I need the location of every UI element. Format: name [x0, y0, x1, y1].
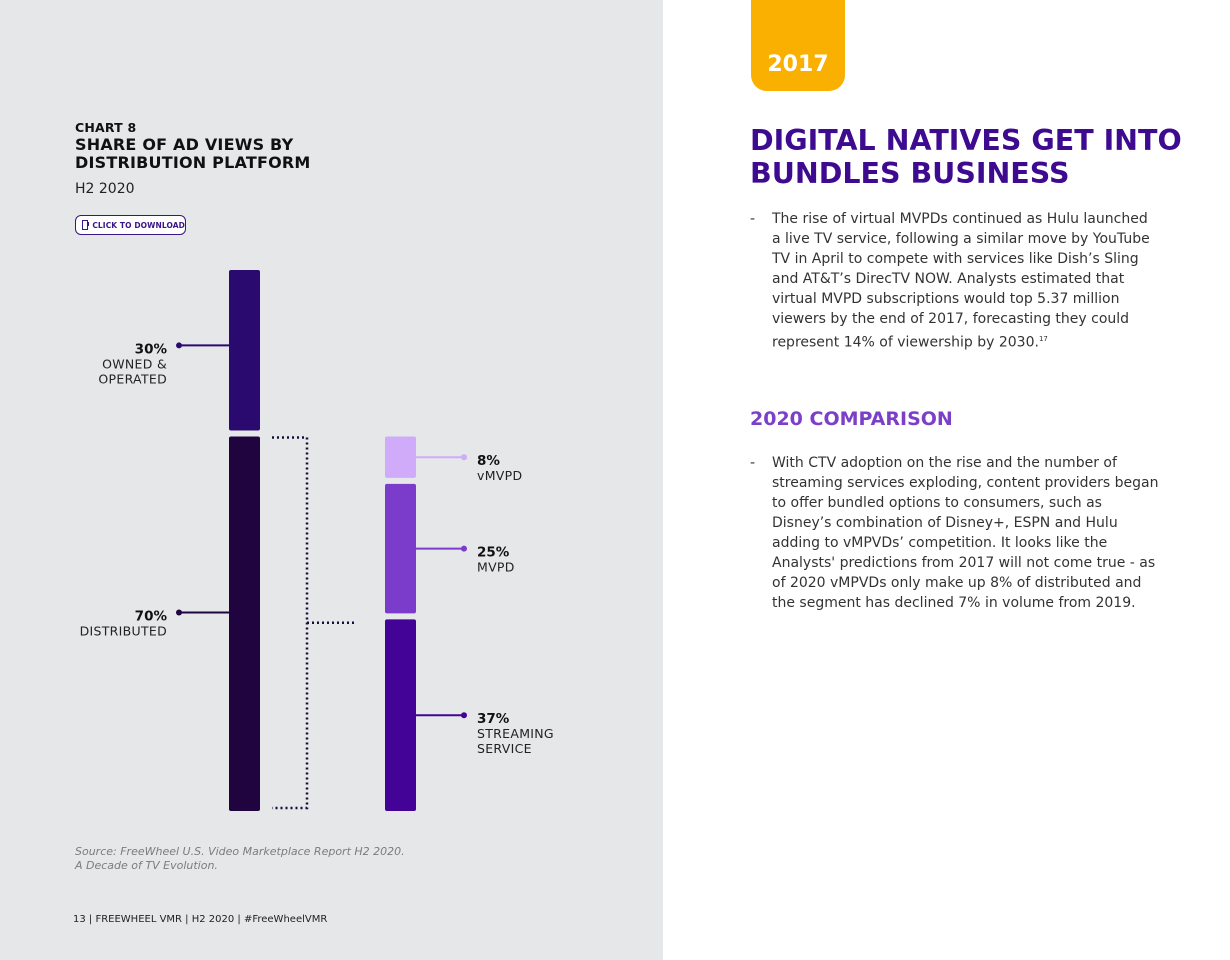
breakdown-segment-mvpd	[385, 483, 416, 614]
footnote-marker: 17	[1038, 335, 1048, 343]
label-name-streaming-service: STREAMING	[477, 726, 554, 741]
paragraph-2017: - The rise of virtual MVPDs continued as…	[750, 209, 1160, 353]
label-name-vmvpd: vMVPD	[477, 468, 522, 483]
leader-dot-owned-operated	[176, 342, 182, 349]
leader-dot-mvpd	[461, 545, 467, 552]
chart-panel	[0, 0, 663, 960]
year-label: 2017	[767, 52, 829, 77]
chart-title: SHARE OF AD VIEWS BY DISTRIBUTION PLATFO…	[75, 135, 311, 172]
headline: DIGITAL NATIVES GET INTO BUNDLES BUSINES…	[750, 124, 1182, 190]
bullet-dash: -	[750, 211, 756, 227]
paragraph-2017-text: The rise of virtual MVPDs continued as H…	[772, 211, 1150, 351]
bullet-dash: -	[750, 455, 756, 471]
label-pct-streaming-service: 37%	[477, 711, 510, 727]
label-name-streaming-service: SERVICE	[477, 741, 532, 756]
download-button[interactable]: CLICK TO DOWNLOAD	[75, 215, 186, 235]
download-icon	[82, 220, 90, 230]
source-line-2: A Decade of TV Evolution.	[75, 859, 218, 872]
label-pct-distributed: 70%	[135, 609, 168, 625]
chart-number: CHART 8	[75, 120, 137, 135]
label-pct-owned-operated: 30%	[135, 341, 168, 357]
chart-period: H2 2020	[75, 181, 135, 197]
year-tab: 2017	[751, 0, 845, 91]
bar-segment-owned-operated	[229, 270, 260, 431]
leader-dot-streaming-service	[461, 712, 467, 719]
page-footer: 13 | FREEWHEEL VMR | H2 2020 | #FreeWhee…	[73, 914, 328, 925]
distribution-chart: 30%OWNED &OPERATED 70%DISTRIBUTED 8%vMVPD 2…	[80, 270, 554, 811]
label-name-owned-operated: OWNED &	[102, 356, 167, 371]
comparison-heading: 2020 COMPARISON	[750, 408, 953, 430]
download-button-label: CLICK TO DOWNLOAD	[92, 220, 185, 230]
paragraph-2020-text: With CTV adoption on the rise and the nu…	[772, 455, 1159, 611]
label-name-mvpd: MVPD	[477, 560, 515, 575]
breakdown-segment-streaming-service	[385, 619, 416, 811]
breakdown-segment-vmvpd	[385, 436, 416, 478]
label-name-distributed: DISTRIBUTED	[80, 624, 167, 639]
paragraph-2020: - With CTV adoption on the rise and the …	[750, 453, 1160, 613]
label-pct-vmvpd: 8%	[477, 453, 500, 469]
leader-dot-vmvpd	[461, 454, 467, 461]
chart-source: Source: FreeWheel U.S. Video Marketplace…	[75, 845, 405, 873]
bar-segment-distributed	[229, 436, 260, 811]
source-line-1: Source: FreeWheel U.S. Video Marketplace…	[75, 845, 405, 858]
label-pct-mvpd: 25%	[477, 545, 510, 561]
dotted-bracket	[272, 436, 309, 810]
label-name-owned-operated: OPERATED	[98, 371, 167, 386]
leader-dot-distributed	[176, 609, 182, 616]
